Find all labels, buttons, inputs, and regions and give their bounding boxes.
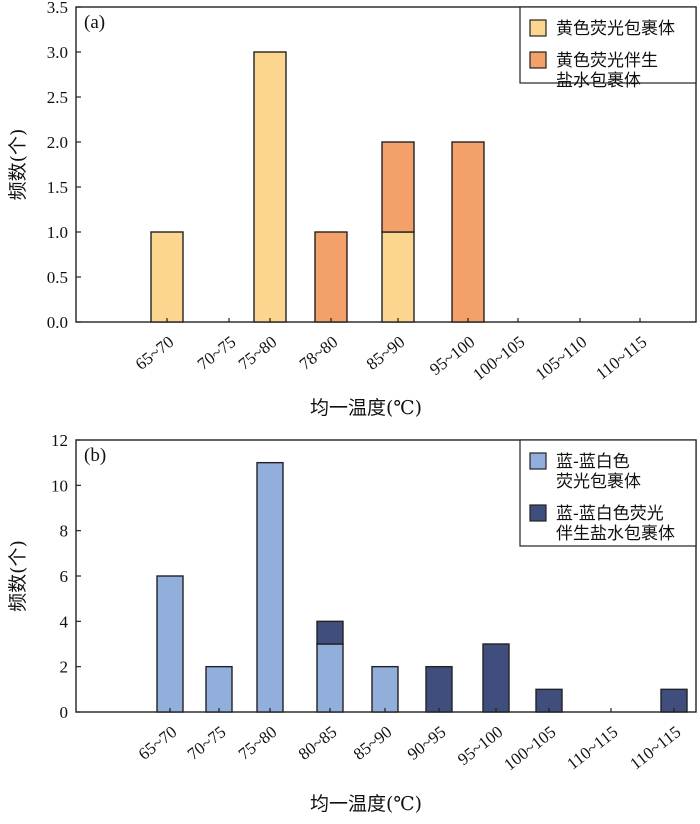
legend-swatch	[529, 452, 547, 470]
legend-swatch	[529, 19, 547, 37]
y-tick-label: 2.5	[47, 88, 68, 107]
legend-swatch	[529, 504, 547, 522]
bar-series2-78~80	[314, 231, 348, 323]
y-tick-label: 1.0	[47, 223, 68, 242]
bar-series1-80~85	[316, 643, 344, 713]
x-tick-label: 110~115	[592, 332, 650, 383]
y-tick-label: 8	[60, 522, 69, 541]
x-tick-label: 85~90	[363, 332, 409, 374]
bar-series1-85~90	[381, 231, 415, 323]
bar-series1-65~70	[156, 575, 184, 713]
y-axis-title: 频数(个)	[7, 540, 29, 612]
y-tick-label: 3.0	[47, 43, 68, 62]
legend-entry: 黄色荧光伴生	[556, 51, 658, 71]
y-tick-label: 0.0	[47, 313, 68, 332]
y-tick-label: 2	[60, 658, 69, 677]
panel-label: (b)	[84, 445, 106, 466]
x-tick-label: 65~70	[135, 722, 181, 764]
x-tick-label: 70~75	[194, 332, 240, 374]
x-tick-label: 105~110	[532, 332, 591, 384]
y-tick-label: 4	[60, 612, 69, 631]
x-tick-label: 100~105	[500, 722, 559, 774]
y-tick-label: 10	[51, 476, 68, 495]
legend-entry: 黄色荧光包裹体	[556, 19, 675, 39]
bar-series2-95~100	[482, 643, 510, 713]
y-tick-label: 3.5	[47, 0, 68, 17]
bar-series2-80~85	[316, 620, 344, 645]
x-tick-label: 90~95	[404, 722, 450, 764]
y-axis-title: 频数(个)	[7, 129, 29, 201]
x-tick-label: 75~80	[235, 722, 281, 764]
bar-series1-65~70	[150, 231, 184, 323]
y-tick-label: 1.5	[47, 178, 68, 197]
bar-series1-70~75	[205, 665, 233, 713]
x-tick-label: 85~90	[350, 722, 396, 764]
bar-series1-75~80	[256, 461, 284, 713]
x-tick-label: 95~100	[454, 722, 506, 769]
y-tick-label: 0	[60, 703, 69, 722]
legend-entry: 蓝-蓝白色	[556, 452, 630, 472]
y-tick-label: 6	[60, 567, 69, 586]
legend-box	[519, 439, 697, 547]
bar-series2-90~95	[425, 665, 453, 713]
x-tick-label: 80~85	[295, 722, 341, 764]
x-axis-title: 均一温度(℃)	[310, 397, 422, 419]
legend-entry: 盐水包裹体	[556, 71, 641, 91]
legend-box	[519, 6, 697, 84]
x-tick-label: 65~70	[132, 332, 178, 374]
bar-series2-95~100	[451, 141, 485, 323]
bar-series2-85~90	[381, 141, 415, 233]
x-tick-label: 100~105	[469, 332, 528, 384]
x-axis-title: 均一温度(℃)	[310, 793, 422, 815]
x-tick-label: 110~115	[563, 722, 621, 773]
x-tick-label: 70~75	[184, 722, 230, 764]
legend-entry: 蓝-蓝白色荧光	[556, 504, 664, 524]
x-tick-label: 78~80	[296, 332, 342, 374]
legend-swatch	[529, 51, 547, 69]
y-tick-label: 2.0	[47, 133, 68, 152]
x-tick-label: 75~80	[235, 332, 281, 374]
legend-entry: 伴生盐水包裹体	[556, 524, 675, 544]
bar-series1-85~90	[371, 665, 399, 713]
y-tick-label: 0.5	[47, 268, 68, 287]
bar-series1-75~80	[253, 51, 287, 323]
legend-entry: 荧光包裹体	[556, 472, 641, 492]
panel-label: (a)	[84, 12, 105, 33]
y-tick-label: 12	[51, 431, 68, 450]
chart-panel-b: 0 2 4 6 8 10 12 65~70 70~75 75~80 80~85 85~90 90~95 9…	[7, 431, 697, 815]
x-tick-label: 110~115	[626, 722, 684, 773]
